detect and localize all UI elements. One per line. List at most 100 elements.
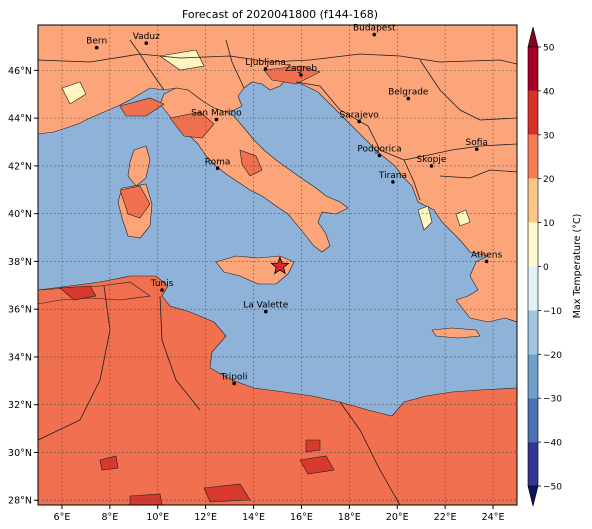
- lat-tick-label: 44°N: [8, 114, 32, 125]
- colorbar-band: [528, 47, 538, 91]
- city-label: Bern: [86, 37, 107, 47]
- city-marker[interactable]: Vaduz: [133, 32, 160, 45]
- city-marker[interactable]: Ljubljana: [245, 58, 286, 71]
- city-marker[interactable]: Budapest: [353, 24, 396, 37]
- city-label: Budapest: [353, 24, 396, 34]
- city-marker[interactable]: Tripoli: [220, 372, 248, 386]
- lon-tick-label: 10°E: [146, 512, 169, 523]
- lat-tick-label: 28°N: [8, 496, 32, 507]
- lon-tick-label: 20°E: [386, 512, 409, 523]
- colorbar-band: [528, 222, 538, 267]
- temp-zone-warm: [119, 185, 151, 219]
- colorbar-label: Max Temperature (°C): [572, 214, 583, 319]
- city-dot: [215, 166, 220, 171]
- city-marker[interactable]: Athens: [471, 250, 502, 264]
- land-crete: [431, 327, 481, 339]
- city-dot: [214, 117, 219, 122]
- colorbar: 50 40 30 20 10 0 −10 −20 −30 −40 −50: [527, 26, 562, 507]
- colorbar-extend-max: [527, 26, 539, 48]
- city-dot: [474, 147, 479, 151]
- temp-zone-warm: [239, 149, 263, 177]
- city-label: Belgrade: [388, 88, 429, 98]
- temp-zone-hot: [305, 439, 321, 453]
- colorbar-band: [528, 134, 538, 179]
- city-label: San Marino: [191, 109, 242, 119]
- map-frame: [37, 24, 518, 506]
- city-dot: [94, 45, 99, 50]
- lat-tick-label: 36°N: [8, 305, 32, 316]
- city-marker[interactable]: Skopje: [417, 155, 447, 168]
- city-label: Zagreb: [285, 64, 317, 74]
- country-borders: [38, 39, 517, 505]
- lon-tick-label: 22°E: [434, 512, 457, 523]
- colorbar-tick-label: −50: [543, 483, 562, 493]
- city-marker[interactable]: Tirana: [378, 171, 407, 184]
- star-icon[interactable]: [270, 256, 290, 275]
- lon-tick-label: 14°E: [242, 512, 265, 523]
- city-label: Sofia: [466, 138, 488, 148]
- temp-zone-hot: [99, 455, 119, 471]
- city-label: Tripoli: [220, 372, 248, 382]
- city-dot: [406, 96, 411, 101]
- city-marker[interactable]: San Marino: [191, 109, 242, 122]
- colorbar-band: [528, 354, 538, 399]
- lat-tick-label: 34°N: [8, 352, 32, 363]
- city-label: Skopje: [417, 155, 447, 165]
- colorbar-tick-label: −10: [543, 307, 562, 317]
- colorbar-band: [528, 266, 538, 311]
- city-marker[interactable]: La Valette: [243, 301, 289, 314]
- colorbar-extend-min: [527, 485, 539, 507]
- temp-zone-hot: [299, 455, 335, 475]
- city-label: Roma: [205, 157, 231, 167]
- city-dot: [263, 309, 268, 314]
- city-dot: [372, 32, 377, 37]
- city-marker[interactable]: Sarajevo: [340, 110, 380, 124]
- city-label: La Valette: [243, 301, 288, 311]
- longitude-axis: 6°E 8°E 10°E 12°E 14°E 16°E 18°E 20°E 22°E 24°E: [54, 505, 504, 523]
- colorbar-band: [528, 310, 538, 355]
- city-dot: [160, 288, 164, 292]
- city-label: Athens: [471, 250, 502, 260]
- city-dot: [144, 41, 149, 45]
- temp-zone-cool: [455, 209, 471, 227]
- chart-title: Forecast of 2020041800 (f144-168): [182, 8, 378, 21]
- city-marker[interactable]: Belgrade: [388, 88, 429, 101]
- colorbar-band: [528, 90, 538, 135]
- colorbar-tick-label: 0: [543, 263, 549, 273]
- city-dot: [377, 153, 382, 158]
- colorbar-tick-label: 40: [543, 87, 555, 97]
- city-dot: [299, 73, 303, 77]
- city-label: Tunis: [150, 279, 174, 289]
- city-marker[interactable]: Podgorica: [357, 144, 402, 158]
- lat-tick-label: 42°N: [8, 161, 32, 172]
- temp-zone-warm: [169, 111, 215, 139]
- latitude-axis: 28°N 30°N 32°N 34°N 36°N 38°N 40°N 42°N 44°N 46°N: [8, 66, 38, 507]
- lat-tick-label: 40°N: [8, 209, 32, 220]
- city-marker[interactable]: Bern: [86, 37, 107, 50]
- colorbar-tick-label: −30: [543, 395, 562, 405]
- lat-tick-label: 32°N: [8, 400, 32, 411]
- temp-zone-hot: [129, 493, 163, 505]
- city-dot: [391, 180, 395, 184]
- colorbar-tick-label: −20: [543, 351, 562, 361]
- city-marker[interactable]: Tunis: [150, 279, 174, 292]
- colorbar-tick-label: 20: [543, 175, 555, 185]
- colorbar-tick-label: −40: [543, 439, 562, 449]
- colorbar-band: [528, 442, 538, 486]
- city-dot: [263, 67, 268, 71]
- city-dot: [484, 259, 489, 264]
- city-label: Sarajevo: [340, 110, 380, 120]
- city-dot: [429, 164, 434, 168]
- lon-tick-label: 12°E: [194, 512, 217, 523]
- colorbar-tick-label: 50: [543, 44, 555, 54]
- map-gridlines: [38, 25, 517, 505]
- city-marker[interactable]: Roma: [205, 157, 231, 171]
- city-label: Ljubljana: [245, 58, 286, 68]
- lon-tick-label: 8°E: [101, 512, 118, 523]
- temp-zone-cool: [159, 49, 205, 71]
- city-dot: [357, 119, 361, 124]
- city-marker[interactable]: Sofia: [466, 138, 488, 151]
- city-marker[interactable]: Zagreb: [285, 64, 317, 77]
